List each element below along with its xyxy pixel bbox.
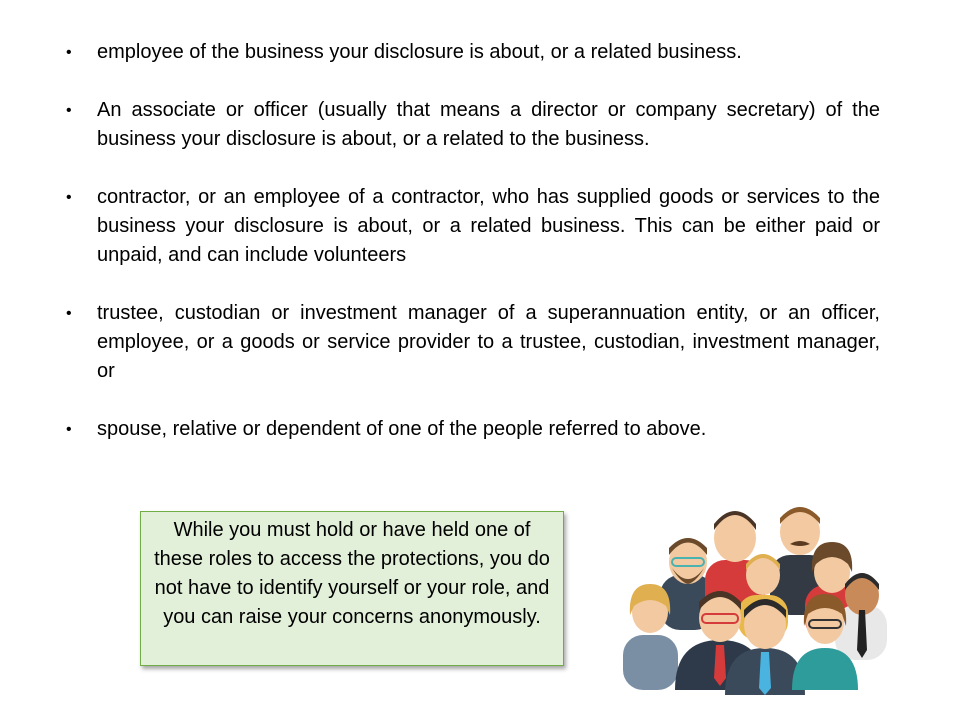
bullet-item: • spouse, relative or dependent of one o… [60, 415, 880, 444]
bullet-marker: • [66, 102, 72, 119]
bullet-item: • contractor, or an employee of a contra… [60, 183, 880, 270]
person-far-right [835, 573, 887, 660]
bullet-text: contractor, or an employee of a contract… [97, 186, 880, 266]
person-front-right-woman [792, 594, 858, 690]
bullet-text: spouse, relative or dependent of one of … [97, 418, 707, 440]
bullet-marker: • [66, 189, 72, 206]
bullet-item: • trustee, custodian or investment manag… [60, 299, 880, 386]
person-back-left [660, 538, 715, 630]
bullet-text: employee of the business your disclosure… [97, 41, 742, 63]
bullet-list: • employee of the business your disclosu… [60, 38, 880, 473]
bullet-marker: • [66, 421, 72, 438]
bullet-item: • employee of the business your disclosu… [60, 38, 880, 67]
bullet-marker: • [66, 305, 72, 322]
anonymity-callout-box: While you must hold or have held one of … [140, 511, 564, 666]
person-left-woman [623, 584, 678, 690]
person-front-center [725, 599, 805, 695]
bullet-item: • An associate or officer (usually that … [60, 96, 880, 154]
people-group-icon [623, 507, 887, 695]
bullet-text: trustee, custodian or investment manager… [97, 302, 880, 382]
bullet-text: An associate or officer (usually that me… [97, 99, 880, 150]
callout-text: While you must hold or have held one of … [154, 519, 550, 628]
bullet-marker: • [66, 44, 72, 61]
